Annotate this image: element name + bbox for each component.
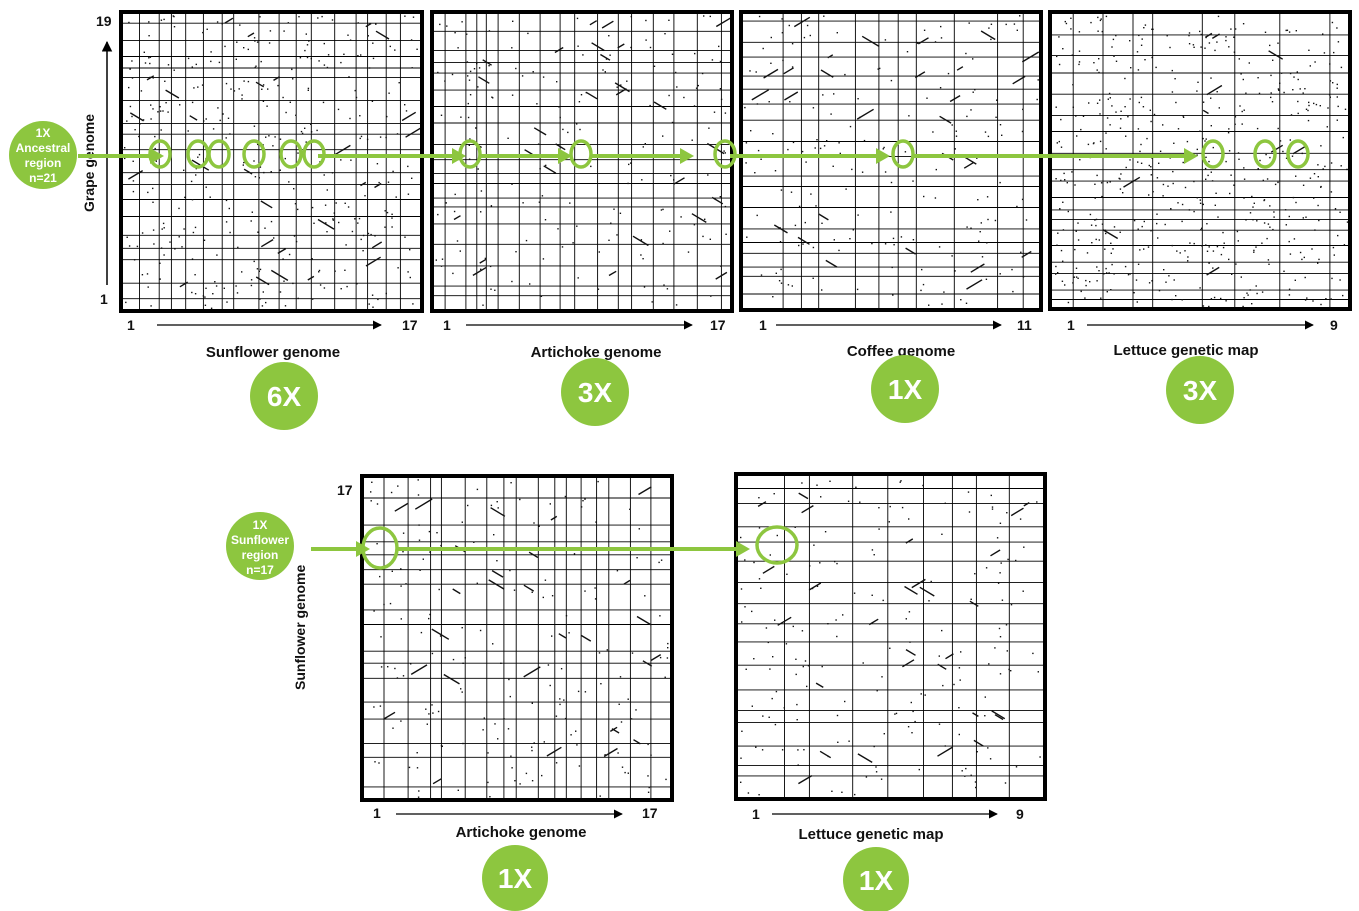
lettuce2-x-max: 9 <box>1016 806 1024 822</box>
badge-line: n=17 <box>246 563 274 577</box>
sunflower-axis-max: 17 <box>337 482 353 498</box>
synteny-dots <box>744 15 1040 306</box>
chromosome-grid <box>432 12 732 311</box>
synteny-dots <box>435 15 732 306</box>
coffee-genome-label: Coffee genome <box>847 343 955 360</box>
dotplot-panel <box>739 10 1043 312</box>
ratio-circle <box>1166 356 1234 424</box>
panel-frame <box>1048 10 1352 311</box>
sunflower-axis-label: Sunflower genome <box>292 565 308 690</box>
badge-line: Ancestral <box>16 141 71 155</box>
badge-line: 1X <box>36 126 51 140</box>
grape-axis-min: 1 <box>100 291 108 307</box>
sunflower-x-max: 17 <box>402 317 418 333</box>
bottom-synteny-arrows <box>311 525 799 570</box>
chromosome-grid <box>121 12 422 311</box>
sunflower-x-min: 1 <box>127 317 135 333</box>
highlight-ellipse <box>207 139 231 169</box>
highlight-ellipse <box>361 526 399 570</box>
lettuce-x-max: 9 <box>1330 317 1338 333</box>
synteny-dots <box>740 480 1041 796</box>
artichoke-ratio: 3X <box>578 377 613 408</box>
coffee-x-min: 1 <box>759 317 767 333</box>
sunflower-region-badge: 1X Sunflower region n=17 <box>226 512 294 580</box>
highlight-ellipse <box>148 139 172 169</box>
bottom-ratio-badges: 1X 1X <box>482 845 909 911</box>
dotplot-panel <box>360 474 674 802</box>
highlight-ellipse <box>755 525 799 565</box>
highlight-ellipse <box>302 139 326 169</box>
lettuce2-x-min: 1 <box>752 806 760 822</box>
ancestral-region-badge: 1X Ancestral region n=21 <box>9 121 77 189</box>
chromosome-grid <box>741 12 1041 310</box>
lettuce-x-min: 1 <box>1067 317 1075 333</box>
grape-axis-max: 19 <box>96 13 112 29</box>
panel-frame <box>119 10 424 313</box>
coffee-ratio: 1X <box>888 374 923 405</box>
dotplot-panels <box>119 10 1352 802</box>
highlight-ellipse <box>1201 139 1225 169</box>
synteny-dots <box>370 479 669 798</box>
artichoke-x-max: 17 <box>710 317 726 333</box>
sunflower-genome-label: Sunflower genome <box>206 344 340 361</box>
badge-line: 1X <box>253 518 268 532</box>
artichoke2-ratio: 1X <box>498 863 533 894</box>
lettuce-ratio: 3X <box>1183 375 1218 406</box>
ratio-circle <box>561 358 629 426</box>
sunflower-ratio: 6X <box>267 381 302 412</box>
grape-axis-label: Grape genome <box>81 114 97 212</box>
chromosome-grid <box>362 476 672 800</box>
bottom-row-axes: 17 Sunflower genome 1 17 Artichoke genom… <box>292 482 1024 843</box>
top-synteny-arrows <box>78 139 1310 169</box>
lettuce2-ratio: 1X <box>859 865 894 896</box>
artichoke-x-min: 1 <box>443 317 451 333</box>
ratio-circle <box>871 355 939 423</box>
highlight-ellipse <box>279 139 303 169</box>
dotplot-panel <box>430 10 734 313</box>
highlight-ellipse <box>1253 139 1277 169</box>
highlight-ellipse <box>1286 139 1310 169</box>
artichoke2-x-max: 17 <box>642 805 658 821</box>
badge-line: Sunflower <box>231 533 289 547</box>
dotplot-panel <box>1048 10 1352 311</box>
chromosome-grid <box>736 474 1045 799</box>
chromosome-grid <box>1050 12 1350 309</box>
highlight-ellipse <box>458 139 482 169</box>
panel-frame <box>734 472 1047 801</box>
lettuce-genome-label: Lettuce genetic map <box>1113 342 1258 359</box>
highlight-ellipse <box>242 139 266 169</box>
dotplot-panel <box>119 10 424 313</box>
lettuce2-genome-label: Lettuce genetic map <box>798 826 943 843</box>
dotplot-panel <box>734 472 1047 801</box>
badge-line: region <box>25 156 62 170</box>
top-ratio-badges: 6X 3X 1X 3X <box>250 355 1234 430</box>
highlight-ellipse <box>713 139 737 169</box>
highlight-ellipse <box>569 139 593 169</box>
panel-frame <box>739 10 1043 312</box>
coffee-x-max: 11 <box>1017 317 1032 333</box>
ratio-circle <box>250 362 318 430</box>
ratio-circle <box>843 847 909 911</box>
ratio-circle <box>482 845 548 911</box>
highlight-ellipse <box>891 139 915 169</box>
artichoke-genome-label: Artichoke genome <box>531 344 662 361</box>
artichoke2-x-min: 1 <box>373 805 381 821</box>
badge-line: n=21 <box>29 171 57 185</box>
panel-frame <box>360 474 674 802</box>
artichoke2-genome-label: Artichoke genome <box>456 824 587 841</box>
synteny-dots <box>1055 15 1349 308</box>
badge-line: region <box>242 548 279 562</box>
top-row-axes: 19 1 Grape genome 1 17 Sunflower genome … <box>81 13 1338 361</box>
